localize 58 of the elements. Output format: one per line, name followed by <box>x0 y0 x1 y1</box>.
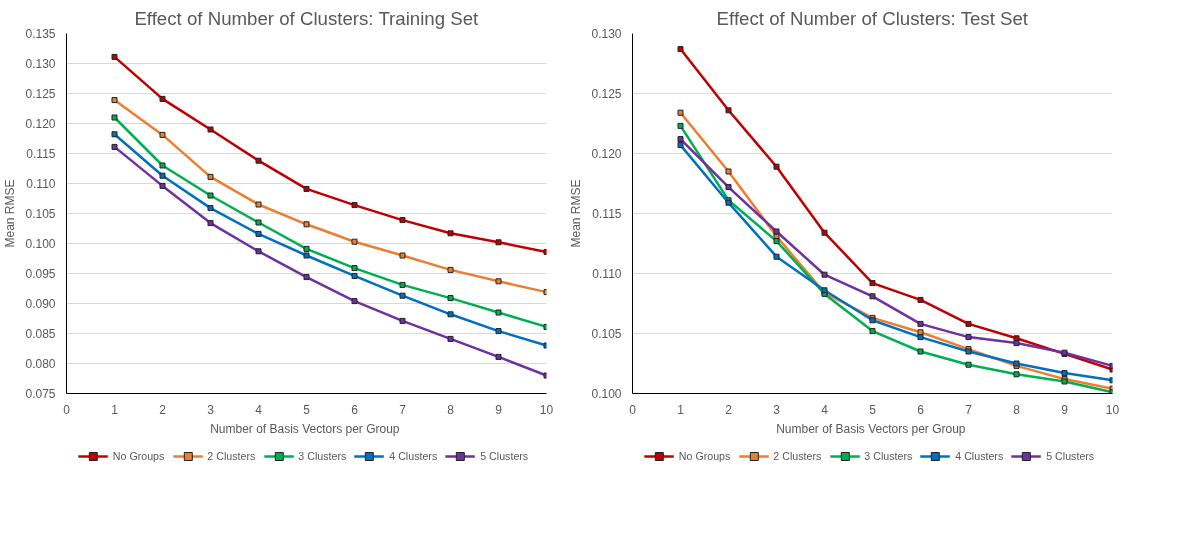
y-tick-label: 0.115 <box>592 207 622 221</box>
x-tick-label: 2 <box>725 402 733 417</box>
legend-label: 5 Clusters <box>480 450 529 462</box>
y-tick-label: 0.105 <box>591 327 622 341</box>
y-tick-label: 0.120 <box>591 147 622 161</box>
x-tick-label: 7 <box>965 402 973 417</box>
x-tick-label: 8 <box>447 402 455 417</box>
x-tick-label: 1 <box>677 402 685 417</box>
x-tick-label: 6 <box>917 402 925 417</box>
y-tick-label: 0.125 <box>591 87 622 101</box>
y-tick-label: 0.080 <box>25 357 56 371</box>
y-axis-title: Mean RMSE <box>569 179 584 248</box>
legend-label: 4 Clusters <box>389 450 438 462</box>
x-tick-label: 4 <box>255 402 263 417</box>
chart-title: Effect of Number of Clusters: Test Set <box>716 7 1029 29</box>
chart-title: Effect of Number of Clusters: Training Set <box>134 7 480 29</box>
y-tick-label: 0.115 <box>26 147 56 161</box>
y-tick-label: 0.130 <box>591 27 622 41</box>
y-tick-label: 0.100 <box>591 387 622 401</box>
x-tick-label: 5 <box>869 402 877 417</box>
y-tick-label: 0.105 <box>25 207 56 221</box>
legend-label: No Groups <box>112 450 165 462</box>
x-tick-label: 3 <box>773 402 781 417</box>
y-tick-label: 0.090 <box>25 297 56 311</box>
x-tick-label: 10 <box>1105 402 1120 417</box>
y-tick-label: 0.125 <box>25 87 56 101</box>
legend-label: 3 Clusters <box>298 450 347 462</box>
x-tick-label: 9 <box>1061 402 1069 417</box>
x-tick-label: 9 <box>495 402 503 417</box>
y-tick-label: 0.075 <box>25 387 56 401</box>
legend-label: No Groups <box>678 450 731 462</box>
x-tick-label: 10 <box>539 402 554 417</box>
legend-label: 2 Clusters <box>207 450 256 462</box>
x-axis-title: Number of Basis Vectors per Group <box>776 421 966 436</box>
y-tick-label: 0.130 <box>25 57 56 71</box>
y-tick-label: 0.100 <box>25 237 56 251</box>
x-axis-title: Number of Basis Vectors per Group <box>210 421 400 436</box>
legend-label: 4 Clusters <box>955 450 1004 462</box>
x-tick-label: 7 <box>399 402 407 417</box>
y-tick-label: 0.135 <box>25 27 56 41</box>
legend-label: 2 Clusters <box>773 450 822 462</box>
y-tick-label: 0.085 <box>25 327 56 341</box>
y-tick-label: 0.095 <box>25 267 56 281</box>
x-tick-label: 5 <box>303 402 311 417</box>
x-tick-label: 6 <box>351 402 359 417</box>
x-tick-label: 1 <box>111 402 119 417</box>
y-tick-label: 0.110 <box>592 267 622 281</box>
x-tick-label: 4 <box>821 402 829 417</box>
y-axis-title: Mean RMSE <box>3 179 18 248</box>
x-tick-label: 3 <box>207 402 215 417</box>
y-tick-label: 0.110 <box>26 177 56 191</box>
legend-label: 3 Clusters <box>864 450 913 462</box>
y-tick-label: 0.120 <box>25 117 56 131</box>
x-tick-label: 8 <box>1013 402 1021 417</box>
x-tick-label: 2 <box>159 402 167 417</box>
legend-label: 5 Clusters <box>1046 450 1095 462</box>
x-tick-label: 0 <box>63 402 71 417</box>
x-tick-label: 0 <box>629 402 637 417</box>
